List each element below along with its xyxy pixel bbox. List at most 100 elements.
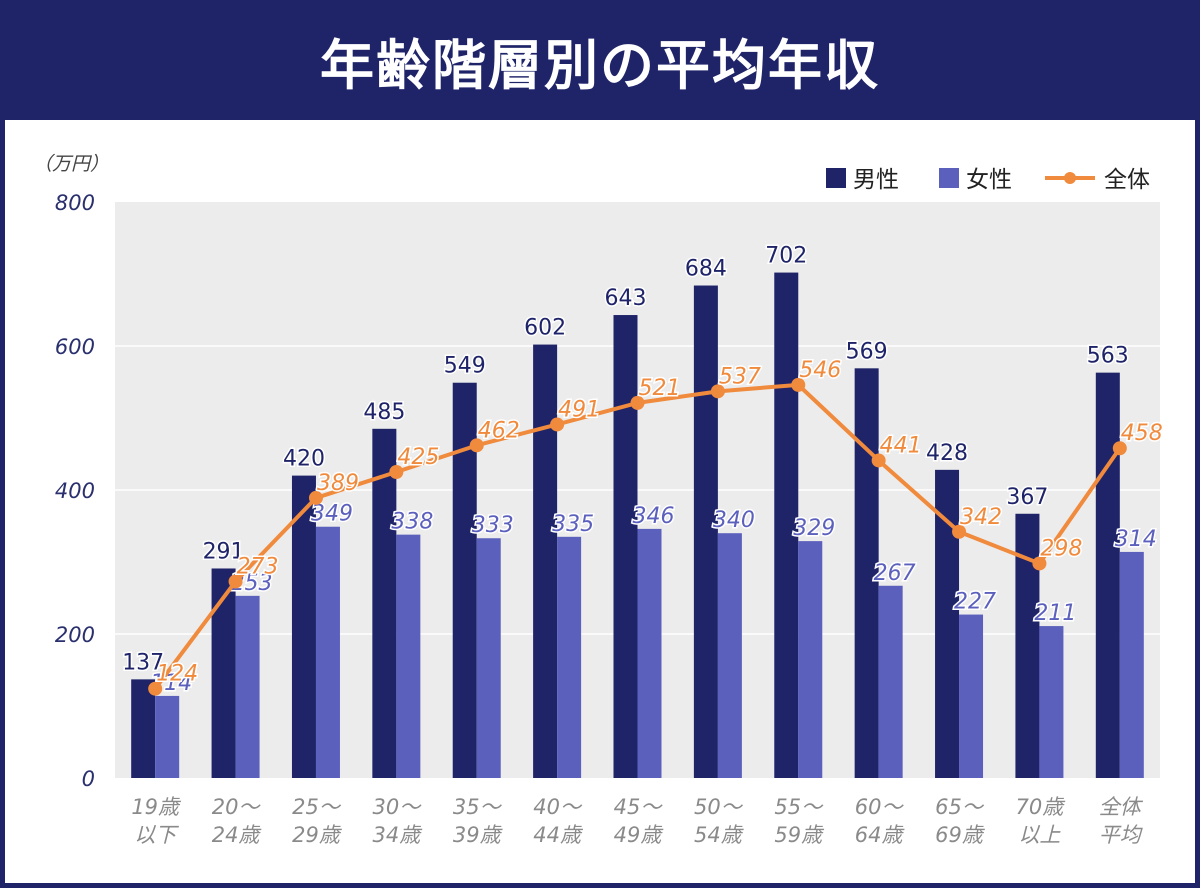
x-tick-label: 35〜 — [453, 795, 503, 819]
chart-title: 年齢階層別の平均年収 — [320, 33, 880, 97]
y-tick-label: 0 — [82, 767, 95, 791]
x-tick-label: 19歳 — [131, 795, 182, 819]
title-bar: 年齢階層別の平均年収 — [0, 0, 1200, 120]
bar-male — [291, 475, 316, 778]
legend-total-marker — [1064, 172, 1076, 184]
x-tick-label: 59歳 — [774, 823, 825, 847]
data-label-total: 389 — [317, 471, 359, 496]
legend-male-swatch — [826, 168, 846, 188]
point-total — [389, 465, 404, 479]
data-label-total: 273 — [237, 554, 279, 579]
data-label-male: 569 — [846, 339, 888, 364]
data-label-male: 367 — [1006, 485, 1048, 510]
y-tick-label: 600 — [55, 335, 95, 359]
data-label-female: 349 — [311, 502, 353, 527]
data-label-total: 441 — [880, 433, 922, 458]
data-label-male: 549 — [444, 354, 486, 379]
point-total — [952, 524, 967, 539]
x-tick-label: 70歳 — [1016, 795, 1067, 819]
data-label-male: 291 — [203, 539, 245, 564]
data-label-total: 491 — [558, 397, 600, 422]
bar-male — [774, 272, 799, 778]
bar-male — [211, 568, 236, 778]
y-tick-label: 200 — [55, 623, 95, 647]
data-label-female: 227 — [954, 590, 996, 615]
bar-female — [1119, 551, 1144, 778]
data-label-male: 485 — [363, 400, 405, 425]
x-tick-label: 54歳 — [694, 823, 745, 847]
data-label-female: 267 — [874, 561, 916, 586]
point-total — [550, 417, 565, 432]
point-total — [791, 377, 806, 392]
bar-female — [717, 533, 742, 778]
point-total — [630, 395, 645, 410]
x-tick-label: 64歳 — [855, 823, 906, 847]
x-tick-label: 20〜 — [212, 795, 262, 819]
data-label-male: 684 — [685, 257, 727, 282]
legend-female-swatch — [939, 168, 959, 188]
x-tick-label: 69歳 — [935, 823, 986, 847]
x-tick-label: 24歳 — [212, 823, 263, 847]
y-tick-label: 800 — [55, 191, 95, 215]
x-tick-label: 25〜 — [292, 795, 342, 819]
data-label-female: 314 — [1115, 527, 1157, 552]
y-unit-label: （万円） — [33, 153, 109, 175]
data-label-total: 425 — [397, 445, 439, 470]
x-tick-label: 以上 — [1018, 823, 1061, 847]
bar-female — [798, 541, 823, 778]
bar-female — [476, 538, 501, 778]
bar-female — [878, 585, 903, 778]
x-tick-label: 34歳 — [372, 823, 423, 847]
bar-female — [396, 534, 421, 778]
data-label-male: 420 — [283, 447, 325, 472]
data-label-male: 137 — [122, 650, 164, 675]
x-tick-label: 50〜 — [694, 795, 744, 819]
data-label-female: 211 — [1034, 601, 1076, 626]
data-label-female: 346 — [633, 504, 675, 529]
data-label-female: 335 — [552, 512, 594, 537]
x-tick-label: 39歳 — [453, 823, 504, 847]
data-label-total: 458 — [1121, 421, 1163, 446]
x-tick-label: 30〜 — [372, 795, 422, 819]
x-tick-label: 60〜 — [855, 795, 905, 819]
x-tick-label: 44歳 — [533, 823, 584, 847]
point-total — [469, 438, 484, 453]
bar-female — [557, 536, 582, 778]
bar-male — [131, 679, 156, 778]
point-total — [1032, 556, 1047, 571]
x-tick-label: 平均 — [1099, 823, 1144, 847]
point-total — [308, 490, 323, 505]
data-label-female: 340 — [713, 508, 755, 533]
point-total — [148, 681, 163, 696]
point-total — [710, 384, 725, 399]
data-label-total: 546 — [799, 358, 841, 383]
legend-female-label: 女性 — [966, 167, 1012, 193]
data-label-male: 643 — [605, 286, 647, 311]
data-label-total: 521 — [639, 376, 681, 401]
bar-male — [693, 285, 718, 778]
x-tick-label: 49歳 — [614, 823, 665, 847]
x-tick-label: 全体 — [1099, 795, 1144, 819]
point-total — [871, 453, 886, 468]
bar-male — [372, 428, 397, 778]
chart-svg: 0 200 400 600 800 （万円） 男性 女性全体 137 291 420 485 549 60… — [33, 153, 1164, 847]
bar-female — [235, 595, 260, 778]
x-tick-label: 45〜 — [614, 795, 664, 819]
data-label-female: 329 — [793, 516, 835, 541]
legend-male-label: 男性 — [853, 167, 899, 193]
x-tick-label: 40〜 — [533, 795, 583, 819]
data-label-female: 333 — [472, 513, 514, 538]
bar-female — [959, 614, 984, 778]
data-label-male: 428 — [926, 441, 968, 466]
bar-female — [315, 526, 340, 778]
y-tick-label: 400 — [55, 479, 95, 503]
bar-male — [533, 344, 558, 778]
bar-male — [854, 368, 879, 778]
bar-female — [1039, 626, 1064, 778]
bar-female — [637, 528, 662, 778]
data-label-male: 563 — [1087, 344, 1129, 369]
data-label-total: 462 — [478, 418, 520, 443]
x-tick-label: 以下 — [134, 823, 179, 847]
data-label-male: 602 — [524, 316, 566, 341]
